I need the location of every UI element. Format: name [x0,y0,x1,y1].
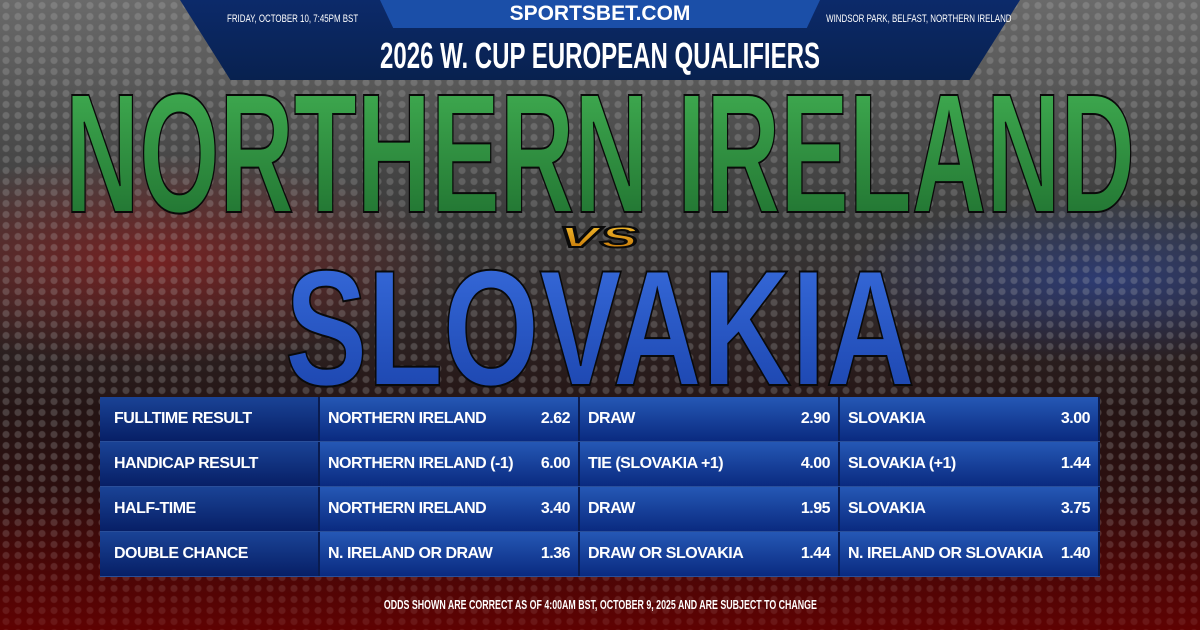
option-price: 1.95 [800,500,831,517]
option-price: 4.00 [800,455,831,472]
odds-option: TIE (SLOVAKIA +1) 4.00 [580,442,840,486]
option-label: SLOVAKIA [848,500,926,517]
match-venue: WINDSOR PARK, BELFAST, NORTHERN IRELAND [826,13,1012,25]
brand-bar [380,0,820,28]
option-price: 3.40 [540,500,571,517]
market-label: HALF-TIME [100,487,320,531]
odds-option: DRAW OR SLOVAKIA 1.44 [580,532,840,576]
option-label: N. IRELAND OR DRAW [328,545,493,562]
odds-option: N. IRELAND OR DRAW 1.36 [320,532,580,576]
market-label: HANDICAP RESULT [100,442,320,486]
odds-row: FULLTIME RESULT NORTHERN IRELAND 2.62 DRAW 2… [100,397,1100,442]
option-price: 1.44 [1060,455,1091,472]
option-label: DRAW [588,410,635,427]
odds-row: HALF-TIME NORTHERN IRELAND 3.40 DRAW 1.95 SLO… [100,487,1100,532]
odds-option: SLOVAKIA 3.00 [840,397,1100,441]
option-price: 1.36 [540,545,571,562]
option-label: NORTHERN IRELAND (-1) [328,455,514,472]
option-price: 1.40 [1060,545,1091,562]
odds-table: FULLTIME RESULT NORTHERN IRELAND 2.62 DRAW 2… [100,397,1100,577]
option-price: 2.90 [800,410,831,427]
option-label: NORTHERN IRELAND [328,410,487,427]
option-label: SLOVAKIA (+1) [848,455,956,472]
odds-option: NORTHERN IRELAND 3.40 [320,487,580,531]
odds-option: DRAW 2.90 [580,397,840,441]
option-label: N. IRELAND OR SLOVAKIA [848,545,1043,562]
option-label: NORTHERN IRELAND [328,500,487,517]
odds-option: N. IRELAND OR SLOVAKIA 1.40 [840,532,1100,576]
brand-logo: SPORTSBET.COM [509,2,691,25]
option-label: TIE (SLOVAKIA +1) [588,455,724,472]
option-price: 3.00 [1060,410,1091,427]
odds-option: DRAW 1.95 [580,487,840,531]
option-label: SLOVAKIA [848,410,926,427]
match-date: FRIDAY, OCTOBER 10, 7:45PM BST [227,13,359,25]
option-price: 6.00 [540,455,571,472]
option-label: DRAW OR SLOVAKIA [588,545,744,562]
odds-option: NORTHERN IRELAND 2.62 [320,397,580,441]
option-label: DRAW [588,500,635,517]
market-label: FULLTIME RESULT [100,397,320,441]
disclaimer: ODDS SHOWN ARE CORRECT AS OF 4:00AM BST,… [383,597,817,612]
odds-option: SLOVAKIA (+1) 1.44 [840,442,1100,486]
odds-row: HANDICAP RESULT NORTHERN IRELAND (-1) 6.00… [100,442,1100,487]
option-price: 1.44 [800,545,831,562]
option-price: 3.75 [1060,500,1091,517]
option-price: 2.62 [540,410,571,427]
odds-row: DOUBLE CHANCE N. IRELAND OR DRAW 1.36 DRAW … [100,532,1100,577]
odds-option: NORTHERN IRELAND (-1) 6.00 [320,442,580,486]
market-label: DOUBLE CHANCE [100,532,320,576]
odds-option: SLOVAKIA 3.75 [840,487,1100,531]
